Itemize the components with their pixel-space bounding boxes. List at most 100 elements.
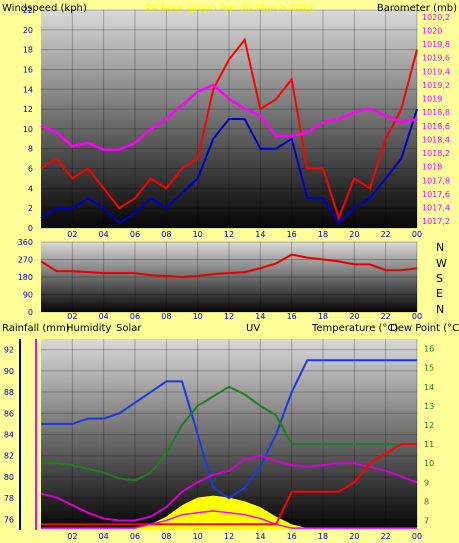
x-tick-label: 08 (161, 312, 171, 321)
dewpoint-title: Dew Point (°C) (390, 323, 459, 334)
temperature-y-tick-label: 15 (424, 364, 434, 373)
x-tick-label: 12 (224, 532, 234, 541)
x-tick-label: 02 (67, 532, 77, 541)
baro-y-tick-label: 1018,6 (422, 122, 450, 131)
humidity-line (41, 359, 417, 500)
wind-y-tick-label: 16 (23, 65, 33, 74)
x-tick-label: 00 (412, 312, 422, 321)
baro-y-tick-label: 1020,2 (422, 13, 450, 22)
baro-y-tick-label: 1019,2 (422, 81, 450, 90)
wind-y-tick-label: 6 (28, 165, 33, 174)
x-tick-label: 20 (349, 532, 359, 541)
windspeed-title: Windspeed (kph) (2, 3, 87, 14)
direction-letter-n-top: N (436, 241, 444, 254)
humidity-y-tick-label: 92 (4, 346, 14, 355)
baro-y-tick-label: 1018,8 (422, 108, 450, 117)
direction-y-tick-label: 360 (18, 238, 33, 247)
direction-y-tick-label: 180 (18, 273, 33, 282)
wind-y-tick-label: 8 (28, 145, 33, 154)
x-tick-label: 10 (193, 230, 203, 239)
temperature-y-tick-label: 11 (424, 440, 434, 449)
wind-gust-line (40, 37, 418, 222)
solar-title: Solar (116, 323, 142, 334)
direction-y-tick-label: 90 (23, 291, 33, 300)
baro-y-tick-label: 1018,2 (422, 149, 450, 158)
wind-y-tick-label: 2 (28, 204, 33, 213)
x-tick-label: 20 (349, 230, 359, 239)
temperature-y-tick-label: 8 (424, 497, 429, 506)
temperature-line (41, 385, 417, 482)
baro-y-tick-label: 1018 (422, 163, 442, 172)
temperature-y-tick-label: 10 (424, 459, 434, 468)
x-tick-label: 10 (193, 532, 203, 541)
direction-y-tick-label: 270 (18, 256, 33, 265)
x-tick-label: 12 (224, 230, 234, 239)
temperature-y-tick-label: 9 (424, 478, 429, 487)
x-tick-label: 22 (381, 532, 391, 541)
direction-letter-n-bottom: N (436, 303, 444, 316)
temperature-title: Temperature (°C) (311, 323, 398, 334)
x-tick-label: 16 (287, 532, 297, 541)
humidity-y-tick-label: 86 (4, 409, 14, 418)
wind-y-tick-label: 12 (23, 105, 33, 114)
baro-y-tick-label: 1017,4 (422, 204, 450, 213)
x-tick-label: 18 (318, 312, 328, 321)
x-tick-label: 14 (255, 532, 265, 541)
x-tick-label: 20 (349, 312, 359, 321)
humidity-y-tick-label: 80 (4, 473, 14, 482)
x-tick-label: 02 (67, 312, 77, 321)
x-tick-label: 00 (412, 230, 422, 239)
baro-y-tick-label: 1017,8 (422, 176, 450, 185)
x-tick-label: 10 (193, 312, 203, 321)
humidity-y-tick-label: 84 (4, 431, 14, 440)
baro-y-tick-label: 1017,2 (422, 217, 450, 226)
baro-y-tick-label: 1020 (422, 26, 442, 35)
chart-marks: 0202020404040606060808081010101212121414… (4, 6, 450, 541)
wind-y-tick-label: 0 (28, 224, 33, 233)
baro-y-tick-label: 1019,8 (422, 40, 450, 49)
x-tick-label: 06 (130, 312, 140, 321)
x-tick-label: 02 (67, 230, 77, 239)
temperature-y-tick-label: 7 (424, 516, 429, 525)
direction-letter-w: W (436, 257, 447, 270)
direction-y-tick-label: 0 (28, 308, 33, 317)
x-tick-label: 04 (99, 532, 109, 541)
x-tick-label: 08 (161, 532, 171, 541)
x-tick-label: 14 (255, 230, 265, 239)
wind-y-tick-label: 4 (28, 184, 33, 193)
uv-title: UV (246, 323, 260, 334)
x-tick-label: 16 (287, 230, 297, 239)
humidity-y-tick-label: 76 (4, 515, 14, 524)
temperature-y-tick-label: 16 (424, 345, 434, 354)
x-tick-label: 22 (381, 312, 391, 321)
x-tick-label: 08 (161, 230, 171, 239)
barometer-line (40, 83, 418, 151)
baro-y-tick-label: 1019 (422, 95, 442, 104)
wind-y-tick-label: 10 (23, 125, 33, 134)
dewpoint-line (40, 454, 418, 522)
wind-y-tick-label: 20 (23, 26, 33, 35)
x-tick-label: 16 (287, 312, 297, 321)
baro-y-tick-label: 1017,6 (422, 190, 450, 199)
uv-line (41, 510, 417, 529)
x-tick-label: 04 (99, 312, 109, 321)
baro-y-tick-label: 1019,6 (422, 54, 450, 63)
graph-date-title: 24 hour graph for: 30 March 2021 (145, 3, 315, 14)
rainfall-line (41, 443, 417, 526)
x-tick-label: 22 (381, 230, 391, 239)
x-tick-label: 14 (255, 312, 265, 321)
baro-y-tick-label: 1018,4 (422, 135, 450, 144)
humidity-title: Humidity (66, 323, 111, 334)
x-tick-label: 00 (412, 532, 422, 541)
humidity-y-tick-label: 78 (4, 494, 14, 503)
baro-y-tick-label: 1019,4 (422, 67, 450, 76)
direction-plot-background (41, 242, 417, 312)
x-tick-label: 18 (318, 532, 328, 541)
temperature-y-tick-label: 12 (424, 421, 434, 430)
x-tick-label: 18 (318, 230, 328, 239)
humidity-y-tick-label: 90 (4, 367, 14, 376)
wind-direction-line (40, 253, 418, 279)
humidity-y-tick-label: 88 (4, 388, 14, 397)
